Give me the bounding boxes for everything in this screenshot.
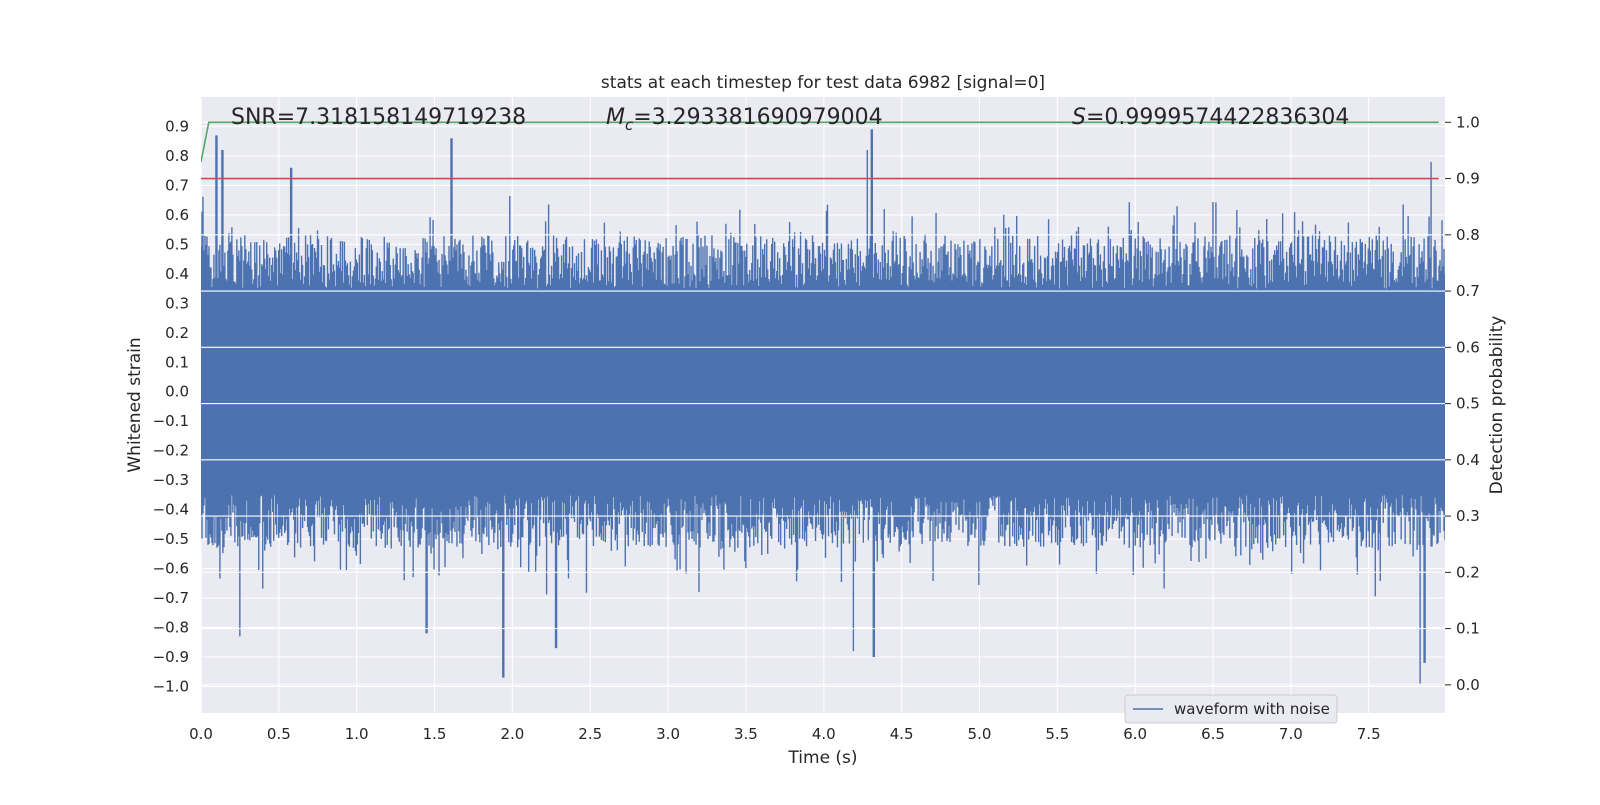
detection-probability-line [201,121,1439,162]
x-tick-label: 3.5 [734,725,758,743]
x-tick-label: 7.5 [1357,725,1381,743]
y-tick-label: 0.7 [165,176,189,194]
y-tick-label: −0.1 [153,412,189,430]
y-tick-label: 0.0 [165,383,189,401]
right-grid [201,121,1445,686]
x-tick-label: 2.5 [578,725,602,743]
y-tick-label: −0.2 [153,442,189,460]
y-tick-label: 0.3 [165,294,189,312]
x-tick-label: 4.0 [812,725,836,743]
x-tick-label: 5.5 [1045,725,1069,743]
y-right-tick-label: 0.1 [1456,620,1480,638]
y-right-tick-label: 0.2 [1456,563,1480,581]
s-annotation: S=0.9999574422836304 [1072,105,1349,130]
y-right-tick-label: 0.3 [1456,507,1480,525]
x-tick-label: 0.0 [189,725,213,743]
snr-annotation: SNR=7.318158149719238 [231,105,526,130]
y-tick-label: 0.8 [165,147,189,165]
x-tick-label: 1.5 [423,725,447,743]
s-symbol: S [1072,105,1086,130]
mc-value: =3.293381690979004 [633,105,882,130]
y-tick-label: 0.9 [165,117,189,135]
x-tick-label: 0.5 [267,725,291,743]
y-right-tick-label: 1.0 [1456,113,1480,131]
y-tick-label: −0.3 [153,471,189,489]
y-ticks-right: 1.0 0.9 0.8 0.7 0.6 0.5 0.4 0.3 0.2 0.1 0.0 [1445,113,1480,694]
y-tick-label: 0.5 [165,235,189,253]
legend-box [1124,694,1338,724]
y-axis-label: Whitened strain [125,337,145,472]
y-tick-label: 0.6 [165,206,189,224]
y-right-tick-label: 0.5 [1456,395,1480,413]
y-ticks: 0.9 0.8 0.7 0.6 0.5 0.4 0.3 0.2 0.1 0.0 −0.1 −0.2 −0… [153,117,189,695]
y-tick-label: −1.0 [153,677,189,695]
y-tick-label: −0.9 [153,648,189,666]
y-right-tick-label: 0.9 [1456,170,1480,188]
y-right-tick-label: 0.4 [1456,451,1480,469]
y-right-tick-label: 0.0 [1456,676,1480,694]
s-value: =0.9999574422836304 [1086,105,1349,130]
y-axis-right-label: Detection probability [1487,316,1507,495]
y-right-tick-label: 0.6 [1456,338,1480,356]
y-tick-label: 0.1 [165,353,189,371]
y-tick-label: −0.7 [153,589,189,607]
x-tick-label: 6.0 [1123,725,1147,743]
x-tick-label: 7.0 [1279,725,1303,743]
y-tick-label: −0.6 [153,560,189,578]
x-axis-label: Time (s) [787,748,857,768]
x-ticks: 0.0 0.5 1.0 1.5 2.0 2.5 3.0 3.5 4.0 4.5 5.0 5.5 6.0 6… [189,725,1381,743]
x-tick-label: 5.0 [968,725,992,743]
mc-subscript: c [625,116,634,134]
y-right-tick-label: 0.8 [1456,226,1480,244]
y-right-tick-label: 0.7 [1456,282,1480,300]
waveform-series [201,129,1445,684]
y-tick-label: −0.5 [153,530,189,548]
x-tick-label: 6.5 [1201,725,1225,743]
legend-label: waveform with noise [1174,700,1330,718]
chart-title: stats at each timestep for test data 698… [601,73,1045,93]
chirp-mass-annotation: Mc=3.293381690979004 [606,105,883,134]
y-tick-label: −0.4 [153,501,189,519]
y-tick-label: −0.8 [153,619,189,637]
x-tick-label: 3.0 [656,725,680,743]
legend: waveform with noise [1124,694,1338,724]
y-tick-label: 0.2 [165,324,189,342]
waveform-line [201,129,1445,684]
mc-symbol: M [606,105,625,130]
x-tick-label: 2.0 [500,725,524,743]
y-tick-label: 0.4 [165,265,189,283]
x-tick-label: 4.5 [890,725,914,743]
x-tick-label: 1.0 [345,725,369,743]
probability-series [201,121,1439,180]
